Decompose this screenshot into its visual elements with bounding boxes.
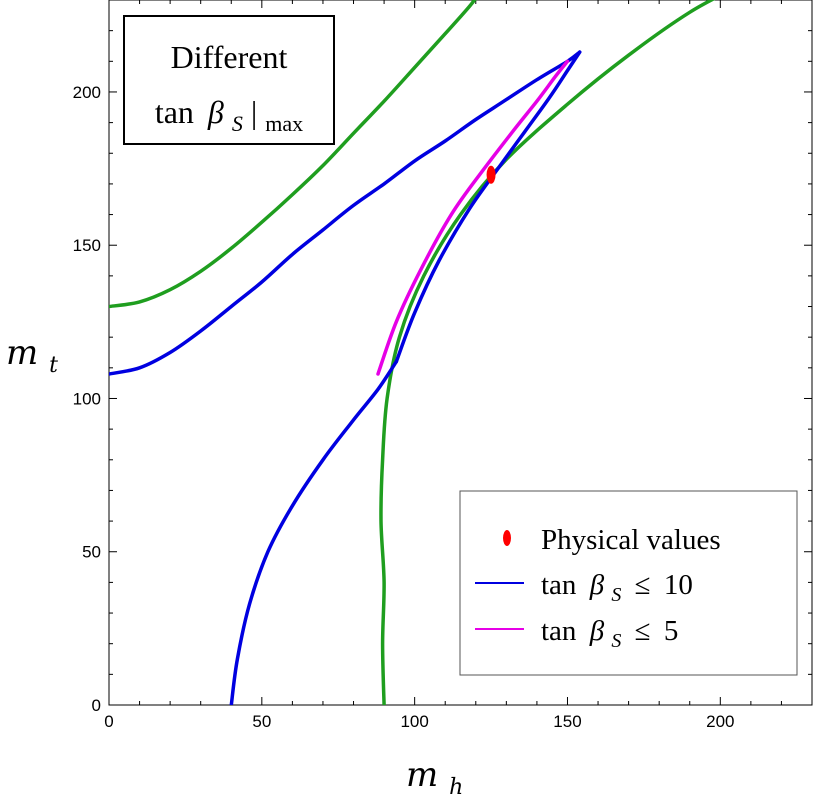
legend-magenta-value: 5	[664, 615, 679, 647]
series-blue-2	[109, 50, 582, 376]
x-tick-label: 200	[706, 712, 734, 731]
legend-blue-rel: ≤	[635, 569, 651, 601]
annotation-line1: Different	[171, 39, 288, 75]
x-tick-label: 100	[400, 712, 428, 731]
y-tick-label: 100	[73, 389, 101, 408]
annotation-max: max	[265, 111, 303, 136]
y-tick-label: 50	[82, 543, 101, 562]
series-green-1	[379, 0, 716, 705]
series-green-0	[109, 0, 477, 309]
legend-blue-value: 10	[664, 569, 693, 601]
annotation-frame	[123, 15, 335, 145]
legend-magenta-func: tan	[541, 615, 577, 647]
legend: Physical values tan β S ≤ 10 tan β S ≤ 5	[459, 490, 798, 676]
points-layer	[486, 165, 496, 184]
y-tick-label: 0	[92, 696, 101, 715]
series-layer	[109, 0, 716, 705]
annotation-beta: β	[207, 94, 224, 130]
x-axis-label-sub: h	[449, 775, 463, 800]
x-axis-label: m h	[406, 755, 463, 800]
legend-label-blue: tan β S ≤ 10	[541, 569, 693, 608]
series-magenta-5	[376, 59, 570, 376]
annotation-box: Different tan β S | max	[123, 15, 335, 145]
series-blue-3	[229, 359, 399, 705]
y-axis-label: m t	[6, 333, 58, 378]
tick-labels: 0 50 100 150 200 0 50 100 150 200	[73, 83, 735, 731]
x-axis-label-main: m	[406, 755, 438, 795]
legend-magenta-sub: S	[611, 630, 621, 652]
legend-blue-func: tan	[541, 569, 577, 601]
legend-blue-beta: β	[589, 569, 605, 601]
y-tick-label: 150	[73, 236, 101, 255]
annotation-func: tan	[155, 94, 194, 130]
annotation-line2: tan β S | max	[155, 94, 303, 138]
legend-label-magenta: tan β S ≤ 5	[541, 615, 678, 654]
x-tick-label: 50	[252, 712, 271, 731]
legend-magenta-rel: ≤	[635, 615, 651, 647]
legend-label-physical: Physical values	[541, 524, 721, 556]
annotation-bar: |	[251, 94, 257, 130]
legend-marker-physical	[503, 530, 511, 546]
x-tick-label: 150	[553, 712, 581, 731]
series-blue-4	[394, 50, 582, 364]
plot-frame	[108, 0, 813, 706]
x-tick-label: 0	[104, 712, 113, 731]
legend-magenta-beta: β	[589, 615, 605, 647]
physical-value-point	[486, 165, 496, 184]
annotation-sub: S	[232, 111, 243, 136]
y-axis-label-main: m	[6, 333, 38, 373]
ticks	[108, 0, 813, 706]
legend-blue-sub: S	[611, 584, 621, 606]
y-axis-label-sub: t	[49, 353, 58, 378]
y-tick-label: 200	[73, 83, 101, 102]
